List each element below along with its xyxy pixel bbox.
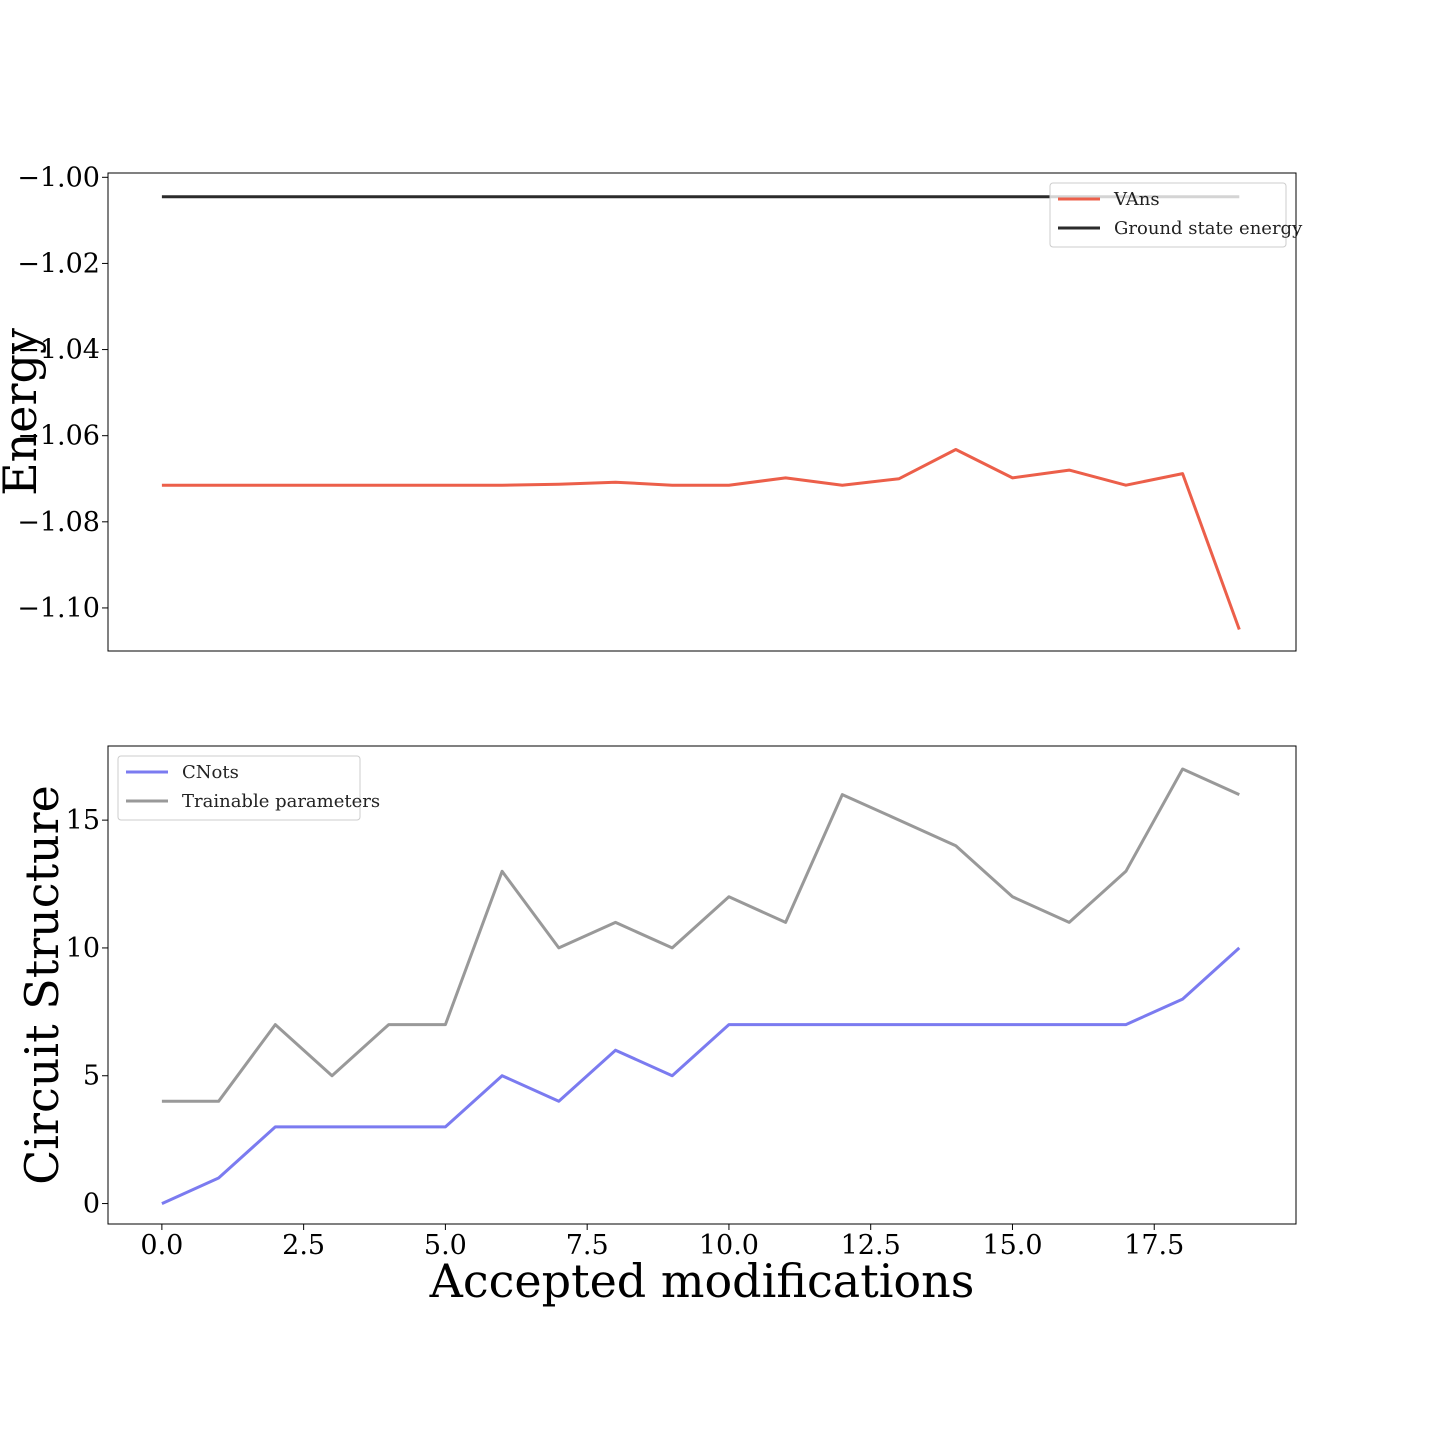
circuit-plot-frame	[107, 745, 1297, 1225]
energy-plot-frame	[107, 172, 1297, 652]
energy-legend: VAns Ground state energy	[1049, 182, 1303, 248]
circuit-x-tick-label: 17.5	[1124, 1230, 1184, 1261]
legend-label-cnots: CNots	[182, 762, 239, 783]
energy-y-tick-label: −1.00	[17, 162, 100, 193]
energy-y-tick-label: −1.04	[17, 335, 100, 366]
circuit-legend: CNots Trainable parameters	[117, 755, 380, 821]
energy-legend-box	[1049, 182, 1287, 248]
circuit-x-tick-label: 7.5	[566, 1230, 609, 1261]
legend-label-vans: VAns	[1113, 189, 1160, 210]
circuit-y-tick-label: 5	[83, 1061, 100, 1092]
legend-label-ground-state: Ground state energy	[1114, 218, 1303, 239]
circuit-y-tick-label: 15	[66, 805, 100, 836]
energy-y-axis-label: Energy	[0, 328, 47, 496]
circuit-x-tick-label: 5.0	[424, 1230, 467, 1261]
energy-lines	[161, 195, 1241, 631]
energy-y-tick-label: −1.06	[17, 421, 100, 452]
circuit-y-tick-label: 0	[83, 1189, 100, 1220]
circuit-panel: 0 5 10 15 0.0 2.5 5.0 7.5 10.0 12.5 15.0 17.5 Circ…	[15, 745, 1297, 1308]
circuit-x-tick-label: 10.0	[699, 1230, 759, 1261]
x-axis-label: Accepted modifications	[429, 1254, 975, 1308]
series-line-cnots	[161, 946, 1241, 1205]
circuit-y-ticks: 0 5 10 15	[66, 805, 108, 1220]
circuit-x-ticks: 0.0 2.5 5.0 7.5 10.0 12.5 15.0 17.5	[140, 1224, 1184, 1261]
circuit-x-tick-label: 2.5	[282, 1230, 325, 1261]
energy-panel: −1.00 −1.02 −1.04 −1.06 −1.08 −1.10 Energy VA…	[0, 162, 1303, 652]
energy-y-tick-label: −1.08	[17, 507, 100, 538]
energy-y-tick-label: −1.02	[17, 248, 100, 279]
circuit-x-tick-label: 0.0	[140, 1230, 183, 1261]
energy-y-tick-label: −1.10	[17, 593, 100, 624]
circuit-y-tick-label: 10	[66, 933, 100, 964]
series-line-vans	[161, 448, 1241, 631]
circuit-lines	[161, 767, 1241, 1205]
circuit-legend-box	[117, 755, 361, 821]
circuit-x-tick-label: 15.0	[982, 1230, 1042, 1261]
legend-label-trainable-parameters: Trainable parameters	[182, 791, 380, 812]
circuit-x-tick-label: 12.5	[841, 1230, 901, 1261]
circuit-y-axis-label: Circuit Structure	[15, 785, 69, 1185]
series-line-trainable-parameters	[161, 767, 1240, 1103]
energy-y-ticks: −1.00 −1.02 −1.04 −1.06 −1.08 −1.10	[17, 162, 108, 624]
